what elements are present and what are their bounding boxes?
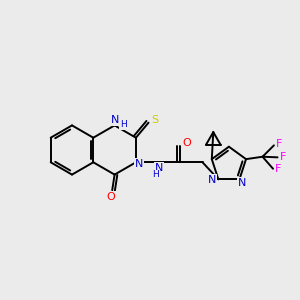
Text: H: H [152, 170, 158, 179]
Text: O: O [182, 138, 191, 148]
Text: O: O [106, 192, 115, 202]
Text: N: N [155, 163, 163, 173]
Text: H: H [120, 120, 126, 129]
Text: F: F [276, 139, 283, 149]
Text: N: N [110, 115, 119, 125]
Text: N: N [135, 159, 143, 169]
Text: N: N [238, 178, 247, 188]
Text: F: F [275, 164, 282, 174]
Text: F: F [280, 152, 286, 162]
Text: S: S [152, 115, 159, 125]
Text: N: N [208, 175, 216, 185]
